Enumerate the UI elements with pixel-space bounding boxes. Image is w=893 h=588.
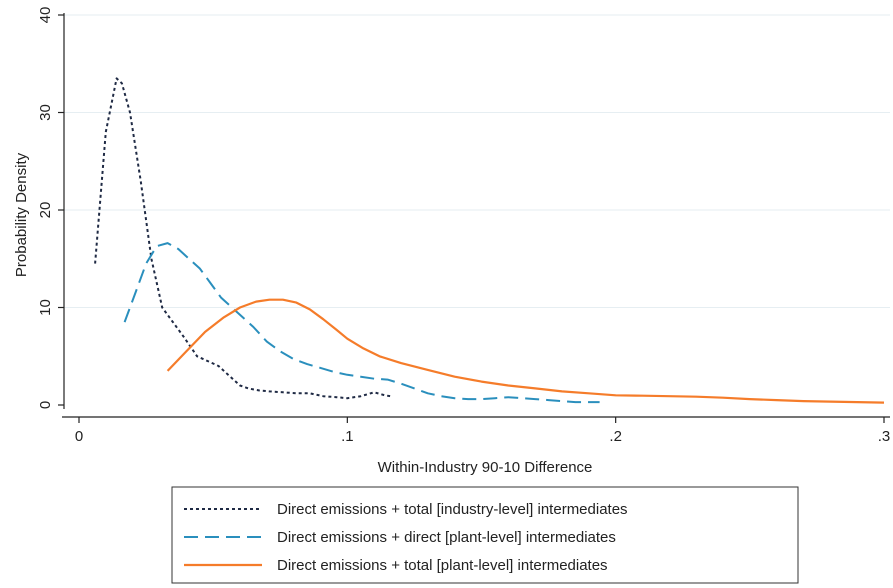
gridlines <box>64 14 890 308</box>
legend-label-2: Direct emissions + direct [plant-level] … <box>277 529 616 546</box>
y-axis-title: Probability Density <box>13 152 30 277</box>
x-tick-label: .2 <box>609 428 622 445</box>
legend-label-3: Direct emissions + total [plant-level] i… <box>277 557 608 574</box>
x-axis-title: Within-Industry 90-10 Difference <box>378 459 593 476</box>
axes: 0 10 20 30 40 0 .1 .2 .3 <box>37 7 890 445</box>
x-tick-label: .3 <box>878 428 891 445</box>
y-tick-label: 40 <box>37 7 54 24</box>
y-tick-label: 20 <box>37 202 54 219</box>
y-tick-label: 30 <box>37 104 54 121</box>
x-tick-label: .1 <box>341 428 354 445</box>
legend-label-1: Direct emissions + total [industry-level… <box>277 501 628 518</box>
legend-box <box>171 486 799 584</box>
series-line-2 <box>123 242 600 404</box>
y-tick-label: 0 <box>37 401 54 409</box>
series-lines <box>94 77 885 404</box>
legend: Direct emissions + total [industry-level… <box>171 486 799 584</box>
x-tick-label: 0 <box>75 428 83 445</box>
y-tick-label: 10 <box>37 299 54 316</box>
series-line-1 <box>94 77 391 400</box>
series-line-3 <box>166 298 885 404</box>
